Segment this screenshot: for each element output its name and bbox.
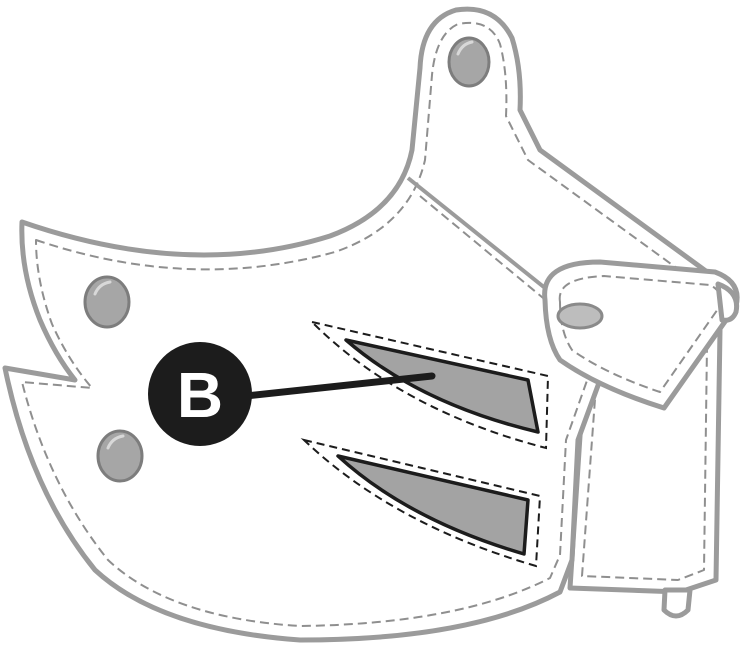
- callout-b-label: B: [177, 359, 223, 431]
- rivet-top: [447, 36, 491, 88]
- panel-seam: [406, 176, 562, 302]
- callout-b-badge: [148, 342, 252, 446]
- vent-slot-upper: [308, 320, 550, 450]
- vent-slots: [300, 320, 550, 568]
- panel-seam-stitch: [419, 195, 561, 313]
- rivet-left-lower: [96, 429, 144, 483]
- mask-body: [2, 6, 728, 643]
- cap-eyelet: [556, 302, 604, 330]
- callout-b: B: [148, 342, 436, 446]
- rivets: [83, 36, 491, 483]
- side-cap: [542, 259, 740, 411]
- callout-leader-line: [242, 372, 436, 400]
- vent-slot-lower: [300, 438, 542, 568]
- rivet-left-upper: [83, 275, 131, 329]
